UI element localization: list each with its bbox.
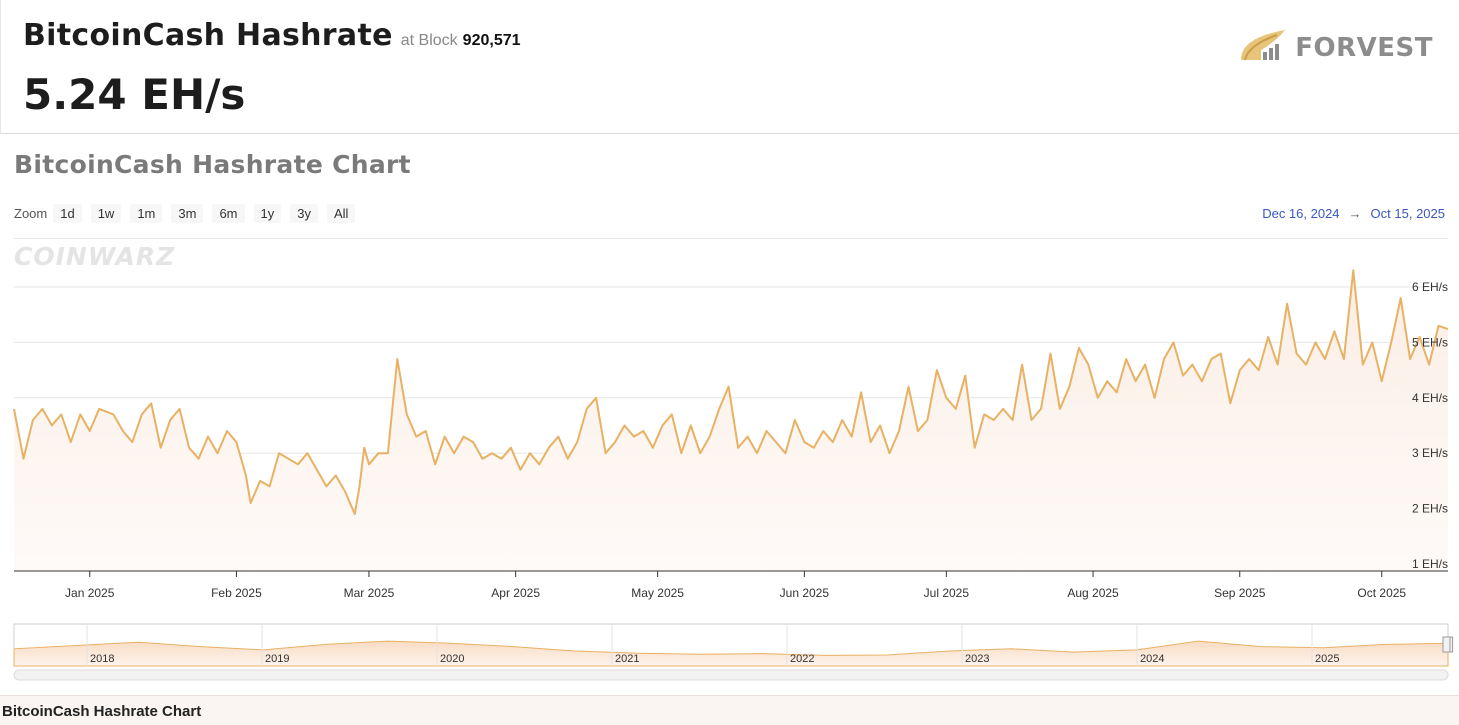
x-tick-label: Feb 2025 xyxy=(211,586,262,600)
zoom-1m-button[interactable]: 1m xyxy=(130,204,163,223)
x-tick-label: Jul 2025 xyxy=(924,586,970,600)
scrollbar-track[interactable] xyxy=(13,669,1449,681)
navigator-year-label: 2022 xyxy=(790,653,814,665)
x-tick-label: Aug 2025 xyxy=(1067,586,1119,600)
header: BitcoinCash Hashrate at Block 920,571 5.… xyxy=(0,0,1459,134)
x-tick-label: Oct 2025 xyxy=(1357,586,1406,600)
navigator-year-label: 2020 xyxy=(440,653,464,665)
zoom-1d-button[interactable]: 1d xyxy=(53,204,82,223)
x-axis: Jan 2025 Feb 2025 Mar 2025 Apr 2025 May 2025… xyxy=(14,570,1448,600)
coinwarz-watermark: COINWARZ xyxy=(14,242,176,271)
x-tick-label: Apr 2025 xyxy=(491,586,540,600)
zoom-1w-button[interactable]: 1w xyxy=(90,204,122,223)
zoom-3y-button[interactable]: 3y xyxy=(290,204,318,223)
at-block-label: at Block xyxy=(400,32,458,49)
y-tick-label: 5 EH/s xyxy=(1412,335,1448,349)
hashrate-line xyxy=(13,269,1449,516)
block-number: 920,571 xyxy=(462,32,521,49)
brand-name: FORVEST xyxy=(1295,32,1433,63)
navigator-year-label: 2025 xyxy=(1315,653,1339,665)
title-row: BitcoinCash Hashrate at Block 920,571 xyxy=(23,18,521,53)
navigator-right-handle[interactable] xyxy=(1442,636,1451,653)
current-hashrate: 5.24 EH/s xyxy=(23,70,246,119)
zoom-1y-button[interactable]: 1y xyxy=(253,204,282,223)
x-tick-label: Mar 2025 xyxy=(344,586,395,600)
chart-title: BitcoinCash Hashrate Chart xyxy=(14,150,411,179)
navigator-year-label: 2018 xyxy=(90,653,114,665)
x-tick-label: Sep 2025 xyxy=(1214,586,1266,600)
zoom-6m-button[interactable]: 6m xyxy=(212,204,245,223)
navigator[interactable]: 2018 2019 2020 2021 2022 2023 2024 2025 xyxy=(13,623,1454,681)
y-tick-label: 2 EH/s xyxy=(1412,502,1448,516)
page-title: BitcoinCash Hashrate xyxy=(23,18,393,53)
footer-caption: BitcoinCash Hashrate Chart xyxy=(2,703,202,720)
range-arrow-icon: → xyxy=(1348,206,1362,221)
date-range: Dec 16, 2024 → Oct 15, 2025 xyxy=(1262,206,1445,221)
navigator-year-label: 2024 xyxy=(1140,653,1164,665)
hashrate-chart[interactable]: 1 EH/s 2 EH/s 3 EH/s 4 EH/s 5 EH/s 6 EH/s Jan… xyxy=(0,240,1459,690)
hashrate-area xyxy=(14,270,1448,571)
y-tick-label: 4 EH/s xyxy=(1412,391,1448,405)
hashrate-series xyxy=(13,269,1449,571)
zoom-label: Zoom xyxy=(14,206,48,221)
navigator-year-label: 2019 xyxy=(265,653,289,665)
y-axis: 1 EH/s 2 EH/s 3 EH/s 4 EH/s 5 EH/s 6 EH/s xyxy=(1412,280,1448,571)
zoom-controls: Zoom 1d 1w 1m 3m 6m 1y 3y All xyxy=(14,204,364,223)
chart-top-rule xyxy=(14,238,1448,239)
forvest-horn-icon xyxy=(1237,26,1289,69)
y-tick-label: 3 EH/s xyxy=(1412,446,1448,460)
brand-logo[interactable]: FORVEST xyxy=(1237,26,1433,69)
zoom-3m-button[interactable]: 3m xyxy=(171,204,204,223)
navigator-year-label: 2021 xyxy=(615,653,639,665)
x-tick-label: May 2025 xyxy=(631,586,684,600)
y-tick-label: 1 EH/s xyxy=(1412,557,1448,571)
footer: BitcoinCash Hashrate Chart xyxy=(0,695,1459,725)
range-to-input[interactable]: Oct 15, 2025 xyxy=(1370,206,1445,221)
zoom-all-button[interactable]: All xyxy=(326,204,356,223)
y-tick-label: 6 EH/s xyxy=(1412,280,1448,294)
navigator-year-label: 2023 xyxy=(965,653,989,665)
x-tick-label: Jun 2025 xyxy=(780,586,830,600)
range-from-input[interactable]: Dec 16, 2024 xyxy=(1262,206,1340,221)
x-tick-label: Jan 2025 xyxy=(65,586,115,600)
navigator-series xyxy=(13,640,1449,667)
